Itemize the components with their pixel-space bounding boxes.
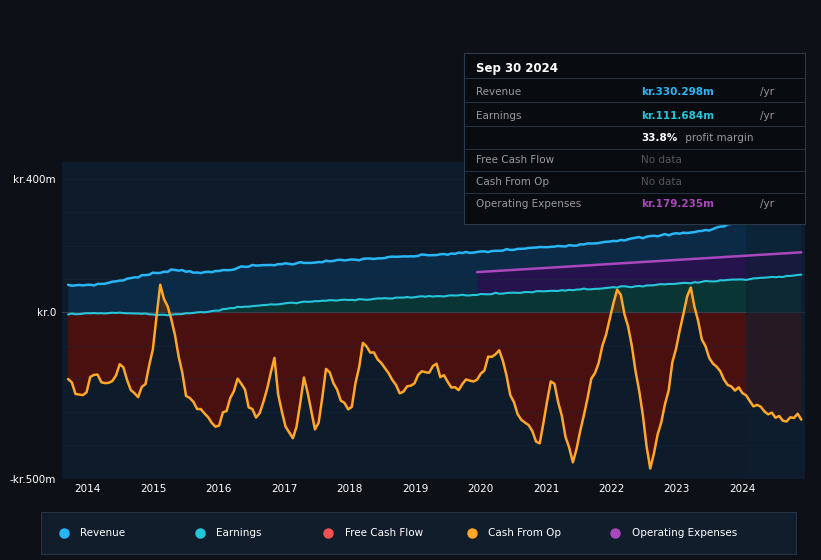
Text: profit margin: profit margin xyxy=(682,133,754,143)
Text: Cash From Op: Cash From Op xyxy=(488,529,562,538)
Text: /yr: /yr xyxy=(760,199,774,209)
Text: /yr: /yr xyxy=(760,111,774,122)
Text: Revenue: Revenue xyxy=(80,529,126,538)
Bar xyxy=(745,162,805,479)
Text: Earnings: Earnings xyxy=(216,529,262,538)
Text: Free Cash Flow: Free Cash Flow xyxy=(476,155,554,165)
Text: No data: No data xyxy=(641,155,682,165)
Text: Sep 30 2024: Sep 30 2024 xyxy=(476,62,557,75)
Text: Free Cash Flow: Free Cash Flow xyxy=(345,529,423,538)
Text: Revenue: Revenue xyxy=(476,87,521,97)
Text: kr.179.235m: kr.179.235m xyxy=(641,199,714,209)
Text: kr.111.684m: kr.111.684m xyxy=(641,111,714,122)
Text: 33.8%: 33.8% xyxy=(641,133,677,143)
Text: Cash From Op: Cash From Op xyxy=(476,177,548,187)
Text: Operating Expenses: Operating Expenses xyxy=(476,199,581,209)
Text: Operating Expenses: Operating Expenses xyxy=(631,529,737,538)
Text: kr.330.298m: kr.330.298m xyxy=(641,87,714,97)
Text: No data: No data xyxy=(641,177,682,187)
Text: /yr: /yr xyxy=(760,87,774,97)
Text: Earnings: Earnings xyxy=(476,111,521,122)
